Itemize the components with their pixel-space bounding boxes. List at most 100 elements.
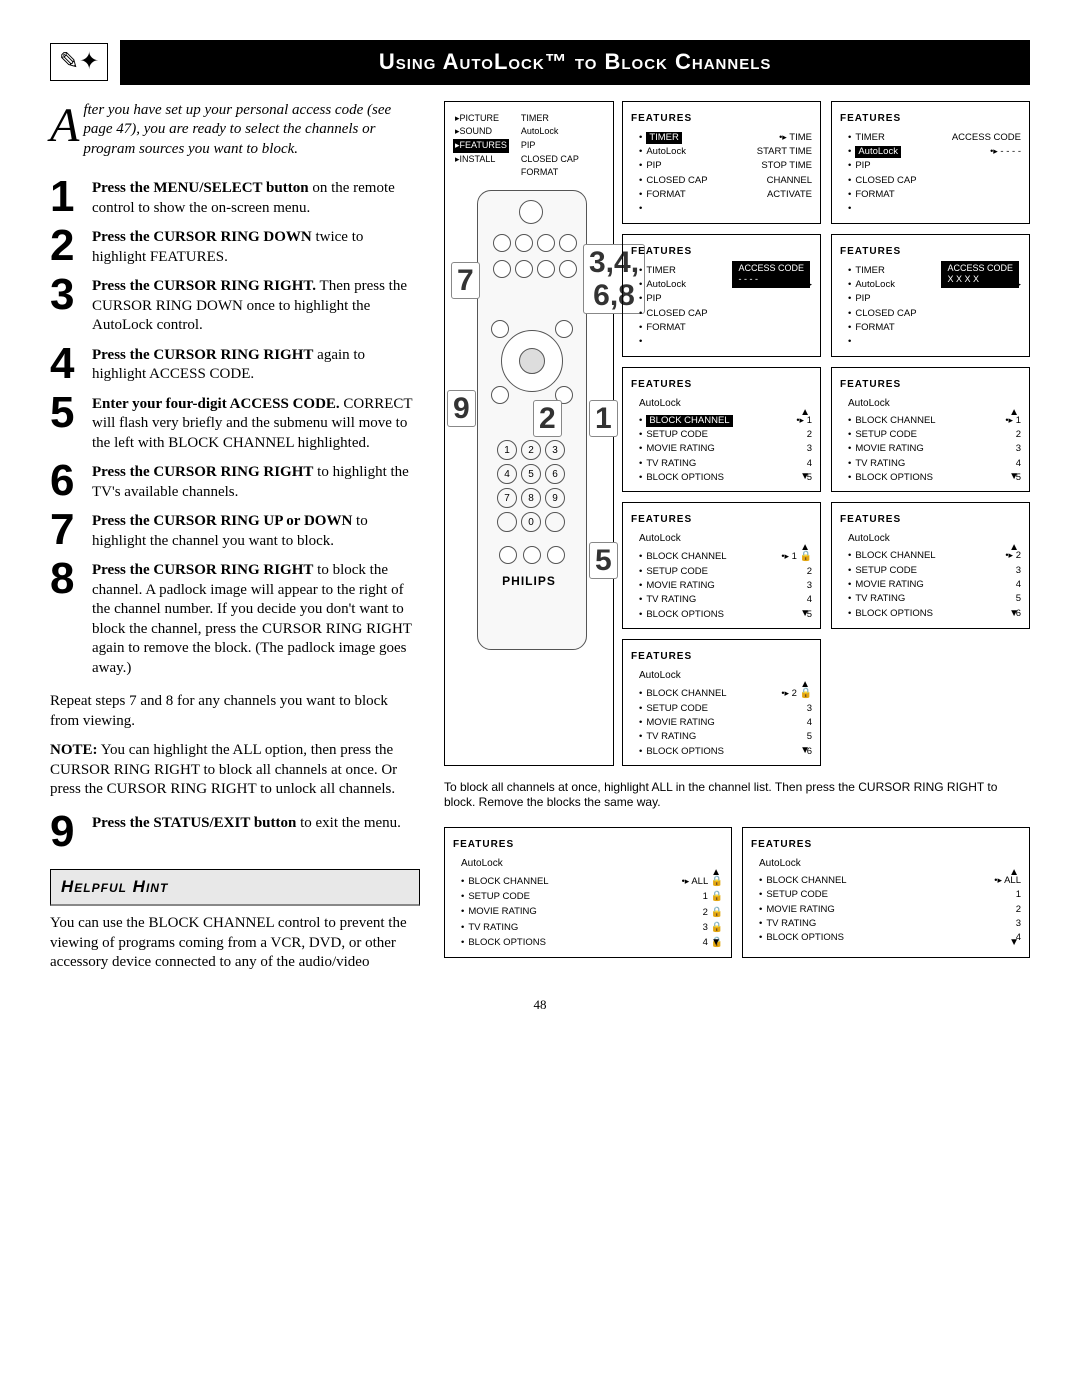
screen-item: BLOCK OPTIONS5 [848, 471, 1021, 485]
screen-items: BLOCK CHANNEL•▸ 1SETUP CODE2MOVIE RATING… [848, 414, 1021, 486]
screen-subtitle: AutoLock [759, 857, 1021, 870]
screen-item: TV RATING4 [848, 457, 1021, 471]
remote-btn-icon [537, 260, 555, 278]
remote-menu-item: AutoLock [519, 125, 581, 139]
screen-item: BLOCK OPTIONS4 🔒 [461, 935, 723, 950]
callout-2: 2 [533, 400, 562, 437]
screen-item: BLOCK CHANNEL•▸ ALL [759, 874, 1021, 888]
scroll-up-icon: ▲ [800, 678, 810, 691]
screen-title: FEATURES [840, 112, 1021, 125]
screen-subtitle: AutoLock [848, 397, 1021, 410]
lock-icon: 🔒 [711, 891, 723, 902]
dropcap: A [50, 107, 79, 145]
screen-item: BLOCK CHANNEL•▸ 1 [639, 414, 812, 428]
screen-items: TIMER•▸ TIMEAutoLockSTART TIMEPIPSTOP TI… [639, 131, 812, 217]
osd-screens-grid: FEATURES TIMER•▸ TIMEAutoLockSTART TIMEPI… [622, 101, 1030, 766]
screen-items: BLOCK CHANNEL•▸ 2 🔒SETUP CODE3MOVIE RATI… [639, 686, 812, 759]
hint-body: You can use the BLOCK CHANNEL control to… [50, 914, 420, 973]
screen-title: FEATURES [631, 378, 812, 391]
vol-plus-icon [555, 320, 573, 338]
screen-item: FORMAT [639, 321, 812, 335]
step-1: 1Press the MENU/SELECT button on the rem… [50, 177, 420, 218]
step-8: 8Press the CURSOR RING RIGHT to block th… [50, 559, 420, 678]
screen-item: AutoLock•▸ - - - - [848, 145, 1021, 159]
page-number: 48 [50, 997, 1030, 1014]
keypad-key: 1 [497, 440, 517, 460]
screen-item [639, 335, 812, 349]
remote-body: 1234567890 PHILIPS 3,4, 6,8 7 9 2 1 5 [453, 190, 605, 670]
screen-item: MOVIE RATING3 [848, 442, 1021, 456]
screen-title: FEATURES [840, 245, 1021, 258]
page-title: Using AutoLock™ to Block Channels [120, 40, 1030, 85]
step-7: 7Press the CURSOR RING UP or DOWN to hig… [50, 510, 420, 551]
screen-item: MOVIE RATING3 [639, 579, 812, 593]
pip-btn-icon [523, 546, 541, 564]
pip-btn-icon [499, 546, 517, 564]
remote-osd-menu: ▸PICTURE▸SOUND▸FEATURES▸INSTALL TIMERAut… [453, 112, 605, 180]
screen-item: TV RATING5 [639, 730, 812, 744]
remote-menu-item: CLOSED CAP [519, 153, 581, 167]
remote-menu-item: ▸INSTALL [453, 153, 509, 167]
screen-title: FEATURES [631, 650, 812, 663]
scroll-down-icon: ▼ [800, 470, 810, 483]
osd-screen: FEATURES TIMER•▸ TIMEAutoLockSTART TIMEPI… [622, 101, 821, 224]
screen-item: SETUP CODE1 🔒 [461, 889, 723, 904]
keypad-key: 2 [521, 440, 541, 460]
keypad-key: 6 [545, 464, 565, 484]
screen-subtitle: AutoLock [461, 857, 723, 870]
screen-item: SETUP CODE3 [639, 702, 812, 716]
screen-item: SETUP CODE2 [639, 565, 812, 579]
remote-btn-icon [537, 234, 555, 252]
keypad-key: 8 [521, 488, 541, 508]
screen-item: PIP [848, 159, 1021, 173]
left-column: After you have set up your personal acce… [50, 101, 420, 973]
scroll-down-icon: ▼ [1009, 607, 1019, 620]
step-number: 3 [50, 275, 92, 336]
remote-control-diagram: ▸PICTURE▸SOUND▸FEATURES▸INSTALL TIMERAut… [444, 101, 614, 766]
screen-item: TV RATING4 [639, 457, 812, 471]
screen-item: BLOCK CHANNEL•▸ ALL 🔒 [461, 874, 723, 889]
screen-item: SETUP CODE2 [848, 428, 1021, 442]
remote-menu-item: TIMER [519, 112, 581, 126]
step-3: 3Press the CURSOR RING RIGHT. Then press… [50, 275, 420, 336]
osd-screen: FEATURESAutoLockBLOCK CHANNEL•▸ 1 🔒SETUP… [622, 502, 821, 629]
remote-menu-item: ▸FEATURES [453, 139, 509, 153]
screen-item: TIMERACCESS CODE [848, 131, 1021, 145]
screen-items: BLOCK CHANNEL•▸ 2SETUP CODE3MOVIE RATING… [848, 549, 1021, 621]
scroll-up-icon: ▲ [800, 541, 810, 554]
step-number: 5 [50, 393, 92, 454]
access-code-box: ACCESS CODEX X X X [941, 261, 1019, 288]
pencil-icon: ✎✦ [50, 43, 108, 81]
remote-btn-icon [493, 234, 511, 252]
screen-items: BLOCK CHANNEL•▸ 1 🔒SETUP CODE2MOVIE RATI… [639, 549, 812, 622]
screen-item: SETUP CODE1 [759, 888, 1021, 902]
remote-menu-item: PIP [519, 139, 581, 153]
step-text: Press the CURSOR RING RIGHT to block the… [92, 559, 420, 678]
screen-title: FEATURES [631, 112, 812, 125]
note-paragraph: NOTE: You can highlight the ALL option, … [50, 741, 420, 800]
access-code-box: ACCESS CODE- - - - [732, 261, 810, 288]
step-number: 2 [50, 226, 92, 267]
ch-minus-icon [491, 386, 509, 404]
pip-btn-icon [547, 546, 565, 564]
screen-title: FEATURES [840, 378, 1021, 391]
keypad-key: 5 [521, 464, 541, 484]
screen-item [848, 202, 1021, 216]
screen-item: BLOCK CHANNEL•▸ 1 🔒 [639, 549, 812, 564]
keypad-key: 4 [497, 464, 517, 484]
right-column: ▸PICTURE▸SOUND▸FEATURES▸INSTALL TIMERAut… [444, 101, 1030, 973]
intro-text: fter you have set up your personal acces… [83, 102, 391, 157]
scroll-down-icon: ▼ [711, 936, 721, 949]
remote-left-menu: ▸PICTURE▸SOUND▸FEATURES▸INSTALL [453, 112, 509, 180]
screen-item: PIPSTOP TIME [639, 159, 812, 173]
header-row: ✎✦ Using AutoLock™ to Block Channels [50, 40, 1030, 85]
remote-btn-icon [515, 260, 533, 278]
step-text: Press the CURSOR RING RIGHT again to hig… [92, 344, 420, 385]
screen-item: MOVIE RATING4 [639, 716, 812, 730]
screen-item: BLOCK OPTIONS6 [848, 607, 1021, 621]
hint-header: Helpful Hint [50, 869, 420, 906]
screen-item: TV RATING3 🔒 [461, 920, 723, 935]
screen-item: FORMAT [848, 188, 1021, 202]
remote-menu-item: ▸SOUND [453, 125, 509, 139]
step-text: Press the CURSOR RING RIGHT. Then press … [92, 275, 420, 336]
